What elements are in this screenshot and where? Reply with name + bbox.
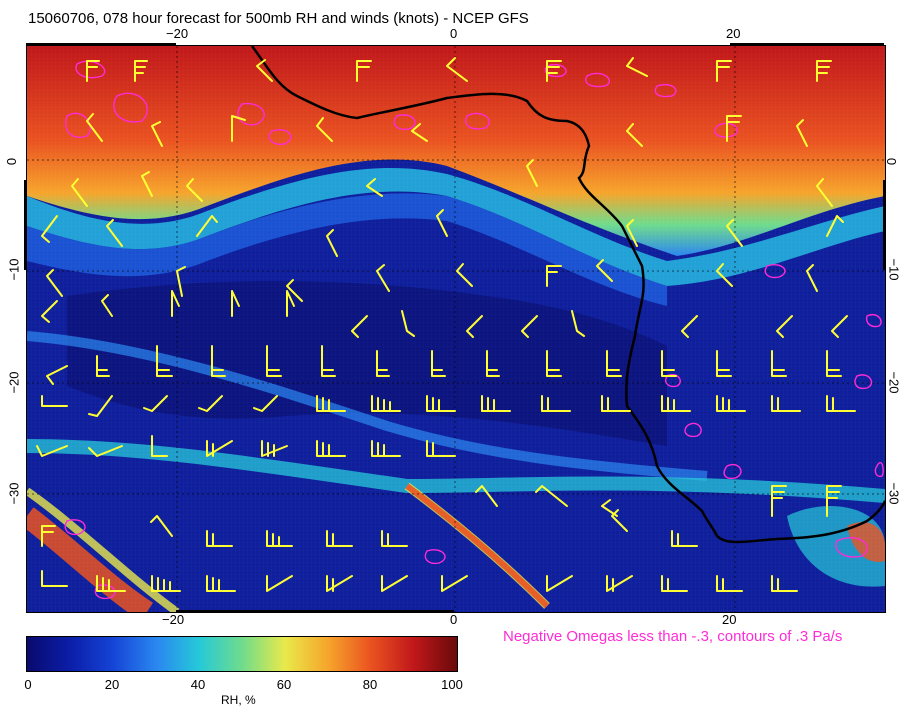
colorbar-tick-0: 0 [24, 677, 32, 692]
y-tick-right-1: 0 [884, 157, 900, 166]
x-tick-top-2: 0 [450, 26, 458, 41]
colorbar-tick-80: 80 [362, 677, 378, 692]
x-tick-bottom-1: −20 [162, 612, 185, 627]
y-tick-left-2: −10 [6, 258, 22, 281]
wind-barbs [36, 57, 856, 592]
colorbar-label: RH, % [221, 693, 256, 707]
x-tick-bottom-3: 20 [722, 612, 737, 627]
axis-bar-left [24, 180, 27, 270]
y-tick-right-4: −30 [886, 482, 902, 505]
colorbar-tick-60: 60 [276, 677, 292, 692]
colorbar-tick-100: 100 [441, 677, 463, 692]
colorbar-tick-40: 40 [190, 677, 206, 692]
x-tick-bottom-2: 0 [450, 612, 458, 627]
rh-map [27, 46, 885, 612]
omega-contours [64, 60, 884, 600]
x-tick-top-1: −20 [166, 26, 189, 41]
omega-legend-note: Negative Omegas less than -.3, contours … [503, 628, 843, 645]
axis-bar-bottom [176, 610, 454, 613]
y-tick-right-2: −10 [886, 258, 902, 281]
graticule [27, 46, 885, 612]
y-tick-left-1: 0 [4, 157, 20, 166]
map-panel [26, 45, 886, 613]
x-tick-top-3: 20 [726, 26, 741, 41]
y-tick-right-3: −20 [886, 371, 902, 394]
axis-bar-right [883, 180, 886, 270]
y-tick-left-4: −30 [6, 482, 22, 505]
colorbar-tick-20: 20 [104, 677, 120, 692]
axis-bar-top-right [730, 43, 884, 46]
coastline [250, 46, 885, 544]
rh-colorbar [26, 636, 458, 672]
y-tick-left-3: −20 [6, 371, 22, 394]
chart-title: 15060706, 078 hour forecast for 500mb RH… [28, 10, 529, 27]
grid-texture [27, 46, 885, 612]
axis-bar-top [26, 43, 176, 46]
